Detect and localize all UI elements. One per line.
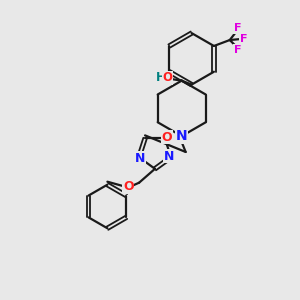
Text: O: O [123, 180, 134, 193]
Text: N: N [135, 152, 145, 165]
Text: F: F [234, 45, 242, 55]
Text: N: N [176, 129, 188, 143]
Text: N: N [164, 150, 174, 163]
Text: O: O [161, 131, 172, 144]
Text: O: O [163, 71, 173, 84]
Text: F: F [240, 34, 247, 44]
Text: F: F [234, 23, 242, 33]
Text: H: H [156, 71, 166, 84]
